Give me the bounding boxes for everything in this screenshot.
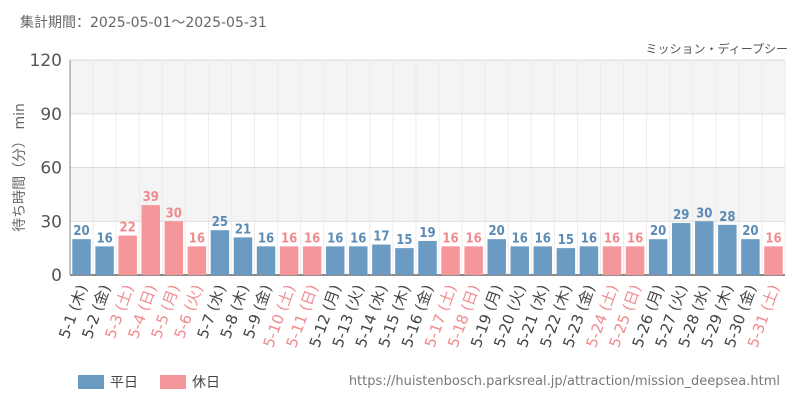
legend-label-holiday: 休日	[192, 375, 220, 391]
y-tick-label: 90	[40, 105, 62, 125]
plot-band	[70, 113, 785, 168]
bar	[695, 221, 714, 275]
bar	[418, 240, 437, 275]
bar	[187, 246, 207, 275]
bar	[372, 244, 391, 275]
bar	[118, 235, 137, 275]
bar	[395, 248, 414, 275]
bar-value-label: 29	[673, 208, 689, 223]
bar-value-label: 16	[512, 231, 528, 246]
bar	[95, 246, 114, 275]
bar	[718, 224, 737, 275]
bar-value-label: 16	[604, 231, 620, 246]
y-tick-label: 120	[30, 51, 62, 71]
bar-value-label: 16	[581, 231, 597, 246]
bar-value-label: 28	[719, 210, 735, 225]
bar	[441, 246, 460, 275]
bar	[256, 246, 276, 275]
bar-value-label: 16	[258, 231, 274, 246]
bar	[579, 246, 599, 275]
bar	[625, 246, 645, 275]
bar	[510, 246, 529, 275]
bar	[648, 239, 668, 275]
bar	[233, 237, 253, 275]
bar-value-label: 16	[442, 231, 458, 246]
y-axis-title: 待ち時間（分） min	[12, 103, 28, 232]
bar	[349, 246, 368, 275]
bar-value-label: 16	[96, 231, 112, 246]
bar	[602, 246, 622, 275]
source-url[interactable]: https://huistenbosch.parksreal.jp/attrac…	[348, 374, 780, 389]
bar	[741, 239, 760, 275]
bar-value-label: 39	[143, 190, 159, 205]
bar	[464, 246, 483, 275]
period-label: 集計期間：2025-05-01～2025-05-31	[20, 15, 267, 31]
bar-value-label: 16	[189, 231, 205, 246]
bar-value-label: 16	[350, 231, 366, 246]
bar-value-label: 16	[281, 231, 297, 246]
bar	[556, 248, 576, 275]
bar	[72, 239, 91, 275]
bar	[533, 246, 553, 275]
y-tick-label: 0	[51, 266, 62, 286]
bar-value-label: 15	[396, 233, 412, 248]
attraction-name: ミッション・ディープシー	[645, 42, 788, 56]
bar-value-label: 25	[212, 215, 228, 230]
bar-value-label: 19	[419, 226, 435, 241]
bar-value-label: 21	[235, 222, 251, 237]
bar	[302, 246, 322, 275]
bar-value-label: 16	[765, 231, 781, 246]
y-tick-label: 60	[40, 159, 62, 179]
bar-value-label: 16	[327, 231, 343, 246]
bar-value-label: 16	[304, 231, 320, 246]
bar-value-label: 30	[166, 206, 182, 221]
bar-value-label: 17	[373, 230, 389, 245]
bar	[164, 221, 184, 275]
legend-swatch-weekday	[78, 375, 104, 389]
bar-value-label: 15	[558, 233, 574, 248]
bar	[210, 230, 230, 275]
legend: 平日 休日	[78, 372, 220, 392]
legend-swatch-holiday	[160, 375, 186, 389]
bar-value-label: 20	[489, 224, 505, 239]
bar-value-label: 16	[535, 231, 551, 246]
bar-value-label: 20	[73, 224, 89, 239]
y-tick-label: 30	[40, 212, 62, 232]
legend-label-weekday: 平日	[110, 375, 138, 391]
plot-band	[70, 167, 785, 222]
bar-value-label: 16	[465, 231, 481, 246]
legend-item-holiday: 休日	[160, 372, 220, 392]
plot-band	[70, 60, 785, 114]
bar	[279, 246, 299, 275]
bar	[671, 223, 691, 275]
bar	[764, 246, 783, 275]
bar	[141, 205, 160, 275]
bar-value-label: 22	[120, 221, 136, 236]
bar-value-label: 20	[650, 224, 666, 239]
bar-value-label: 30	[696, 206, 712, 221]
bar	[326, 246, 345, 275]
bar-value-label: 16	[627, 231, 643, 246]
bar	[487, 239, 506, 275]
bar-value-label: 20	[742, 224, 758, 239]
legend-item-weekday: 平日	[78, 372, 138, 392]
